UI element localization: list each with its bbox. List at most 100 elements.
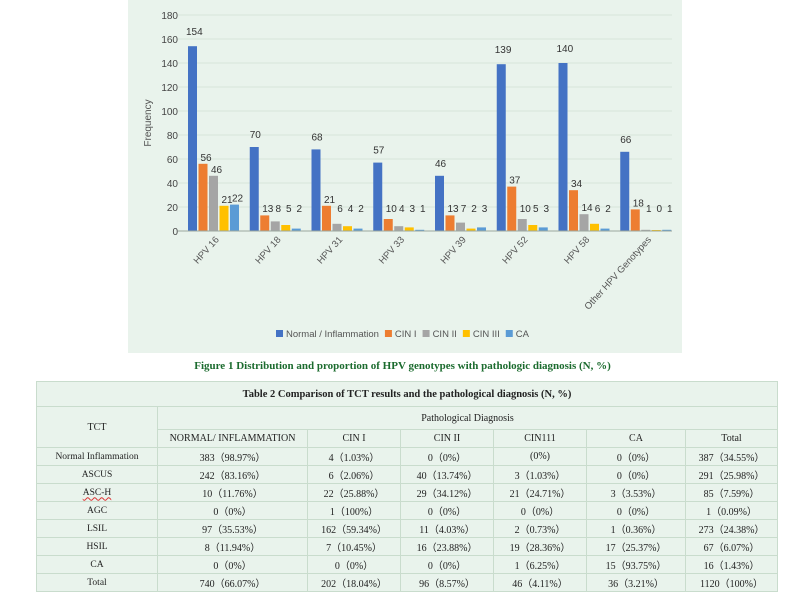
figure-caption: Figure 1 Distribution and proportion of … (194, 360, 611, 372)
column-header: CIN I (307, 429, 401, 448)
table-row: AGC 0（0%） 1（100%） 0（0%） 0（0%） 0（0%） 1（0.09%） (36, 501, 779, 520)
x-tick-label: HPV 31 (315, 235, 345, 267)
table-row: Normal Inflammation 383（98.97%） 4（1.03%） 0（… (36, 447, 779, 466)
bar (260, 215, 270, 231)
data-label: 3 (482, 204, 488, 215)
table-cell: 162（59.34%） (307, 519, 401, 538)
table-cell: (0%) (493, 447, 587, 466)
data-label: 1 (646, 204, 652, 215)
data-label: 7 (461, 204, 467, 215)
x-tick-label: HPV 52 (500, 235, 530, 267)
table-row: Total 740（66.07%） 202（18.04%） 96（8.57%） 46（4… (36, 573, 779, 592)
table-cell: 96（8.57%） (400, 573, 494, 592)
column-header: Total (684, 429, 779, 448)
data-label: 139 (495, 45, 512, 56)
bar (322, 205, 331, 231)
x-tick-label: HPV 18 (253, 235, 283, 267)
data-label: 56 (200, 153, 212, 164)
data-label: 66 (620, 135, 632, 146)
y-tick-label: 60 (167, 155, 179, 166)
data-label: 6 (595, 204, 601, 215)
data-label: 3 (543, 204, 549, 215)
bar (230, 204, 239, 231)
bar (641, 229, 651, 231)
table-cell: 273（24.38%） (684, 519, 779, 538)
data-label: 34 (571, 179, 583, 190)
legend-swatch (384, 330, 392, 337)
data-label: 68 (312, 132, 324, 143)
data-label: 6 (337, 204, 343, 215)
data-label: 3 (409, 204, 415, 215)
table-cell: 7（10.45%） (307, 537, 401, 556)
data-label: 4 (399, 204, 405, 215)
bar (590, 223, 599, 231)
table-cell: 8（11.94%） (157, 537, 308, 556)
data-label: 5 (286, 204, 292, 215)
table-container: Table 2 Comparison of TCT results and th… (35, 381, 779, 592)
table-cell: 22（25.88%） (307, 483, 401, 502)
bar (404, 227, 414, 231)
table-cell: 0（0%） (400, 447, 494, 466)
legend-label: CIN III (473, 329, 500, 340)
table-cell: 40（13.74%） (400, 465, 494, 484)
data-label: 2 (358, 204, 364, 215)
row-label: LSIL (36, 519, 158, 538)
bar (270, 221, 280, 231)
bar (528, 225, 538, 231)
data-label: 0 (656, 204, 662, 215)
data-label: 18 (633, 198, 645, 209)
table-cell: 291（25.98%） (684, 465, 779, 484)
data-label: 13 (447, 204, 459, 215)
column-header: CIN II (400, 429, 494, 448)
data-label: 8 (275, 204, 281, 215)
data-label: 5 (533, 204, 539, 215)
table-cell: 19（28.36%） (493, 537, 587, 556)
bar (343, 226, 352, 231)
legend-swatch (505, 330, 513, 337)
table-cell: 0（0%） (586, 465, 686, 484)
table-row: ASCUS 242（83.16%） 6（2.06%） 40（13.74%） 3（1.03… (36, 465, 779, 484)
table-cell: 0（0%） (307, 555, 401, 574)
bar (477, 227, 486, 231)
y-tick-label: 20 (167, 203, 179, 214)
table-cell: 16（1.43%） (684, 555, 779, 574)
data-label: 140 (557, 44, 574, 55)
x-tick-label: HPV 33 (377, 235, 407, 267)
table-cell: 10（11.76%） (157, 483, 308, 502)
legend-swatch (422, 330, 430, 337)
table-cell: 67（6.07%） (684, 537, 779, 556)
table-cell: 0（0%） (400, 501, 494, 520)
data-label: 37 (509, 176, 521, 187)
table-cell: 15（93.75%） (586, 555, 686, 574)
table-cell: 3（1.03%） (493, 465, 587, 484)
bar (281, 225, 291, 231)
data-label: 14 (581, 203, 593, 214)
bar (291, 228, 301, 231)
data-label: 154 (186, 27, 203, 38)
data-label: 1 (667, 204, 673, 215)
table-row: LSIL 97（35.53%） 162（59.34%） 11（4.03%） 2（0.73… (36, 519, 779, 538)
column-header: CIN111 (493, 429, 587, 448)
table-cell: 0（0%） (586, 501, 686, 520)
data-label: 57 (373, 146, 385, 157)
table-row: CA 0（0%） 0（0%） 0（0%） 1（6.25%） 15（93.75%） 16（1.… (36, 555, 779, 574)
data-label: 4 (348, 204, 354, 215)
bar (332, 223, 342, 231)
bar (507, 186, 517, 231)
table-cell: 0（0%） (157, 501, 308, 520)
bar (466, 228, 476, 231)
bar (579, 214, 589, 231)
y-tick-label: 100 (161, 107, 178, 118)
bar (198, 163, 208, 231)
group-header: Pathological Diagnosis (156, 406, 779, 430)
table-cell: 0（0%） (400, 555, 494, 574)
row-label: AGC (36, 501, 158, 520)
table-cell: 1（6.25%） (493, 555, 587, 574)
data-label: 2 (605, 204, 611, 215)
data-label: 21 (324, 195, 336, 206)
data-label: 10 (520, 204, 532, 215)
column-header: CA (586, 429, 686, 448)
bar (249, 147, 259, 231)
table-cell: 202（18.04%） (307, 573, 401, 592)
